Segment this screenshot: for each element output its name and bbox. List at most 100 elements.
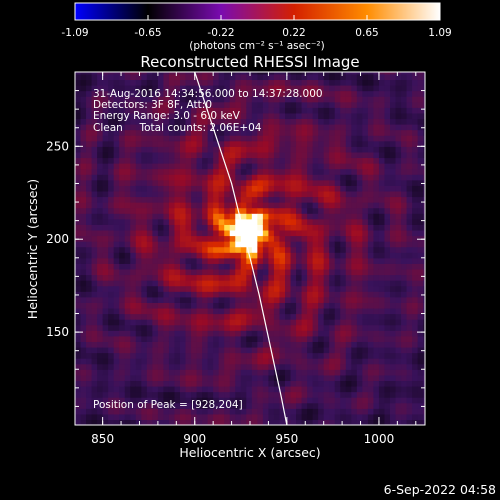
heatmap-cell <box>213 391 220 398</box>
heatmap-cell <box>135 363 142 370</box>
heatmap-cell <box>351 79 358 86</box>
heatmap-cell <box>279 296 286 303</box>
heatmap-cell <box>135 207 142 214</box>
heatmap-cell <box>406 179 413 186</box>
heatmap-cell <box>340 352 347 359</box>
heatmap-cell <box>395 146 402 153</box>
heatmap-cell <box>196 397 203 404</box>
heatmap-cell <box>180 313 187 320</box>
heatmap-cell <box>135 213 142 220</box>
heatmap-cell <box>257 229 264 237</box>
heatmap-cell <box>246 302 253 309</box>
heatmap-cell <box>345 213 352 220</box>
heatmap-cell <box>378 101 386 108</box>
heatmap-cell <box>207 313 214 320</box>
heatmap-cell <box>119 341 126 348</box>
heatmap-cell <box>307 90 314 97</box>
heatmap-cell <box>384 168 391 175</box>
heatmap-cell <box>207 207 214 214</box>
heatmap-cell <box>102 408 109 415</box>
heatmap-cell <box>367 408 375 415</box>
heatmap-cell <box>113 408 120 415</box>
heatmap-cell <box>273 90 281 97</box>
heatmap-cell <box>279 96 286 103</box>
heatmap-cell <box>345 157 352 164</box>
heatmap-cell <box>279 252 286 259</box>
heatmap-cell <box>124 163 131 170</box>
heatmap-cell <box>240 163 247 170</box>
heatmap-cell <box>345 107 352 114</box>
heatmap-cell <box>301 324 308 331</box>
heatmap-cell <box>262 118 270 125</box>
heatmap-cell <box>351 157 358 164</box>
heatmap-cell <box>290 302 297 309</box>
heatmap-cell <box>163 346 170 354</box>
heatmap-cell <box>362 408 369 415</box>
heatmap-cell <box>279 135 286 142</box>
heatmap-cell <box>356 397 363 404</box>
heatmap-cell <box>146 252 153 259</box>
heatmap-cell <box>307 346 314 354</box>
heatmap-cell <box>340 179 347 186</box>
heatmap-cell <box>113 291 120 298</box>
heatmap-cell <box>268 79 275 86</box>
heatmap-cell <box>130 196 137 203</box>
heatmap-cell <box>395 101 402 108</box>
heatmap-cell <box>395 140 402 147</box>
heatmap-cell <box>240 213 247 220</box>
heatmap-cell <box>108 163 115 170</box>
heatmap-cell <box>80 307 87 315</box>
heatmap-cell <box>229 118 236 125</box>
heatmap-cell <box>423 313 425 320</box>
heatmap-cell <box>296 235 303 242</box>
heatmap-cell <box>119 235 126 242</box>
heatmap-cell <box>185 374 192 382</box>
heatmap-cell <box>196 280 203 287</box>
heatmap-cell <box>378 135 386 142</box>
heatmap-cell <box>312 174 319 181</box>
heatmap-cell <box>329 224 336 231</box>
heatmap-cell <box>174 335 181 342</box>
heatmap-cell <box>113 140 120 147</box>
annotation-detectors: Detectors: 3F 8F, Att:0 <box>93 99 212 111</box>
heatmap-cell <box>174 168 181 175</box>
heatmap-cell <box>80 174 87 181</box>
heatmap-cell <box>351 213 358 220</box>
solar-limb-line <box>194 72 288 425</box>
heatmap-cell <box>257 168 264 175</box>
heatmap-cell <box>262 302 270 309</box>
heatmap-cell <box>86 285 93 292</box>
heatmap-cell <box>257 280 264 287</box>
heatmap-cell <box>268 296 275 303</box>
heatmap-cell <box>86 408 93 415</box>
heatmap-cell <box>168 369 176 376</box>
heatmap-cell <box>202 291 209 298</box>
heatmap-cell <box>406 280 413 287</box>
heatmap-cell <box>279 112 286 120</box>
heatmap-cell <box>329 413 336 421</box>
heatmap-cell <box>119 296 126 303</box>
heatmap-cell <box>240 313 247 320</box>
heatmap-cell <box>191 241 198 248</box>
heatmap-cell <box>296 79 303 86</box>
heatmap-cell <box>262 179 270 186</box>
heatmap-cell <box>312 124 319 131</box>
heatmap-cell <box>235 285 242 292</box>
heatmap-cell <box>202 324 209 331</box>
heatmap-cell <box>174 374 181 382</box>
heatmap-cell <box>218 374 225 382</box>
heatmap-cell <box>296 341 303 348</box>
heatmap-cell <box>390 324 397 331</box>
heatmap-cell <box>113 168 120 175</box>
heatmap-cell <box>91 96 98 103</box>
heatmap-cell <box>273 413 281 421</box>
heatmap-cell <box>174 363 181 370</box>
heatmap-cell <box>384 190 391 198</box>
heatmap-cell <box>168 335 176 342</box>
heatmap-cell <box>296 118 303 125</box>
heatmap-cell <box>285 135 292 142</box>
heatmap-cell <box>290 218 297 225</box>
heatmap-cell <box>323 118 330 125</box>
heatmap-cell <box>124 363 131 370</box>
heatmap-cell <box>345 72 352 75</box>
